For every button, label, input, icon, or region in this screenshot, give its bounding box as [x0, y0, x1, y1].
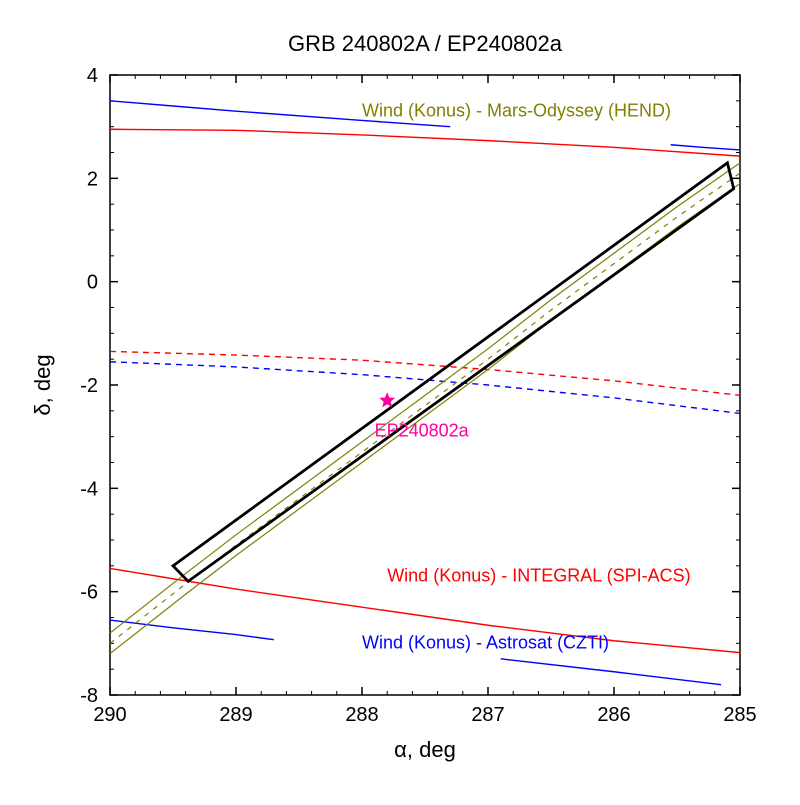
y-axis-label: δ, deg — [30, 354, 55, 415]
chart-title: GRB 240802A / EP240802a — [288, 31, 563, 56]
chart-annotation: Wind (Konus) - Astrosat (CZTI) — [362, 633, 609, 653]
y-tick-label: 0 — [87, 272, 98, 294]
chart-annotation: Wind (Konus) - INTEGRAL (SPI-ACS) — [387, 565, 690, 585]
chart-svg: GRB 240802A / EP240802a 290 289 288 287 286 28… — [0, 0, 800, 805]
chart-annotation: Wind (Konus) - Mars-Odyssey (HEND) — [362, 100, 671, 120]
x-tick-label: 286 — [597, 704, 630, 726]
x-tick-label: 287 — [471, 704, 504, 726]
x-tick-label: 288 — [345, 704, 378, 726]
y-tick-label: -8 — [80, 685, 98, 707]
marker-label: EP240802a — [375, 421, 470, 441]
x-tick-label: 290 — [93, 704, 126, 726]
y-tick-label: 4 — [87, 65, 98, 87]
y-tick-label: 2 — [87, 168, 98, 190]
x-tick-label: 285 — [723, 704, 756, 726]
chart-container: GRB 240802A / EP240802a 290 289 288 287 286 28… — [0, 0, 800, 805]
x-axis-label: α, deg — [394, 737, 456, 762]
y-tick-label: -4 — [80, 478, 98, 500]
y-tick-label: -6 — [80, 582, 98, 604]
x-tick-label: 289 — [219, 704, 252, 726]
y-tick-label: -2 — [80, 375, 98, 397]
